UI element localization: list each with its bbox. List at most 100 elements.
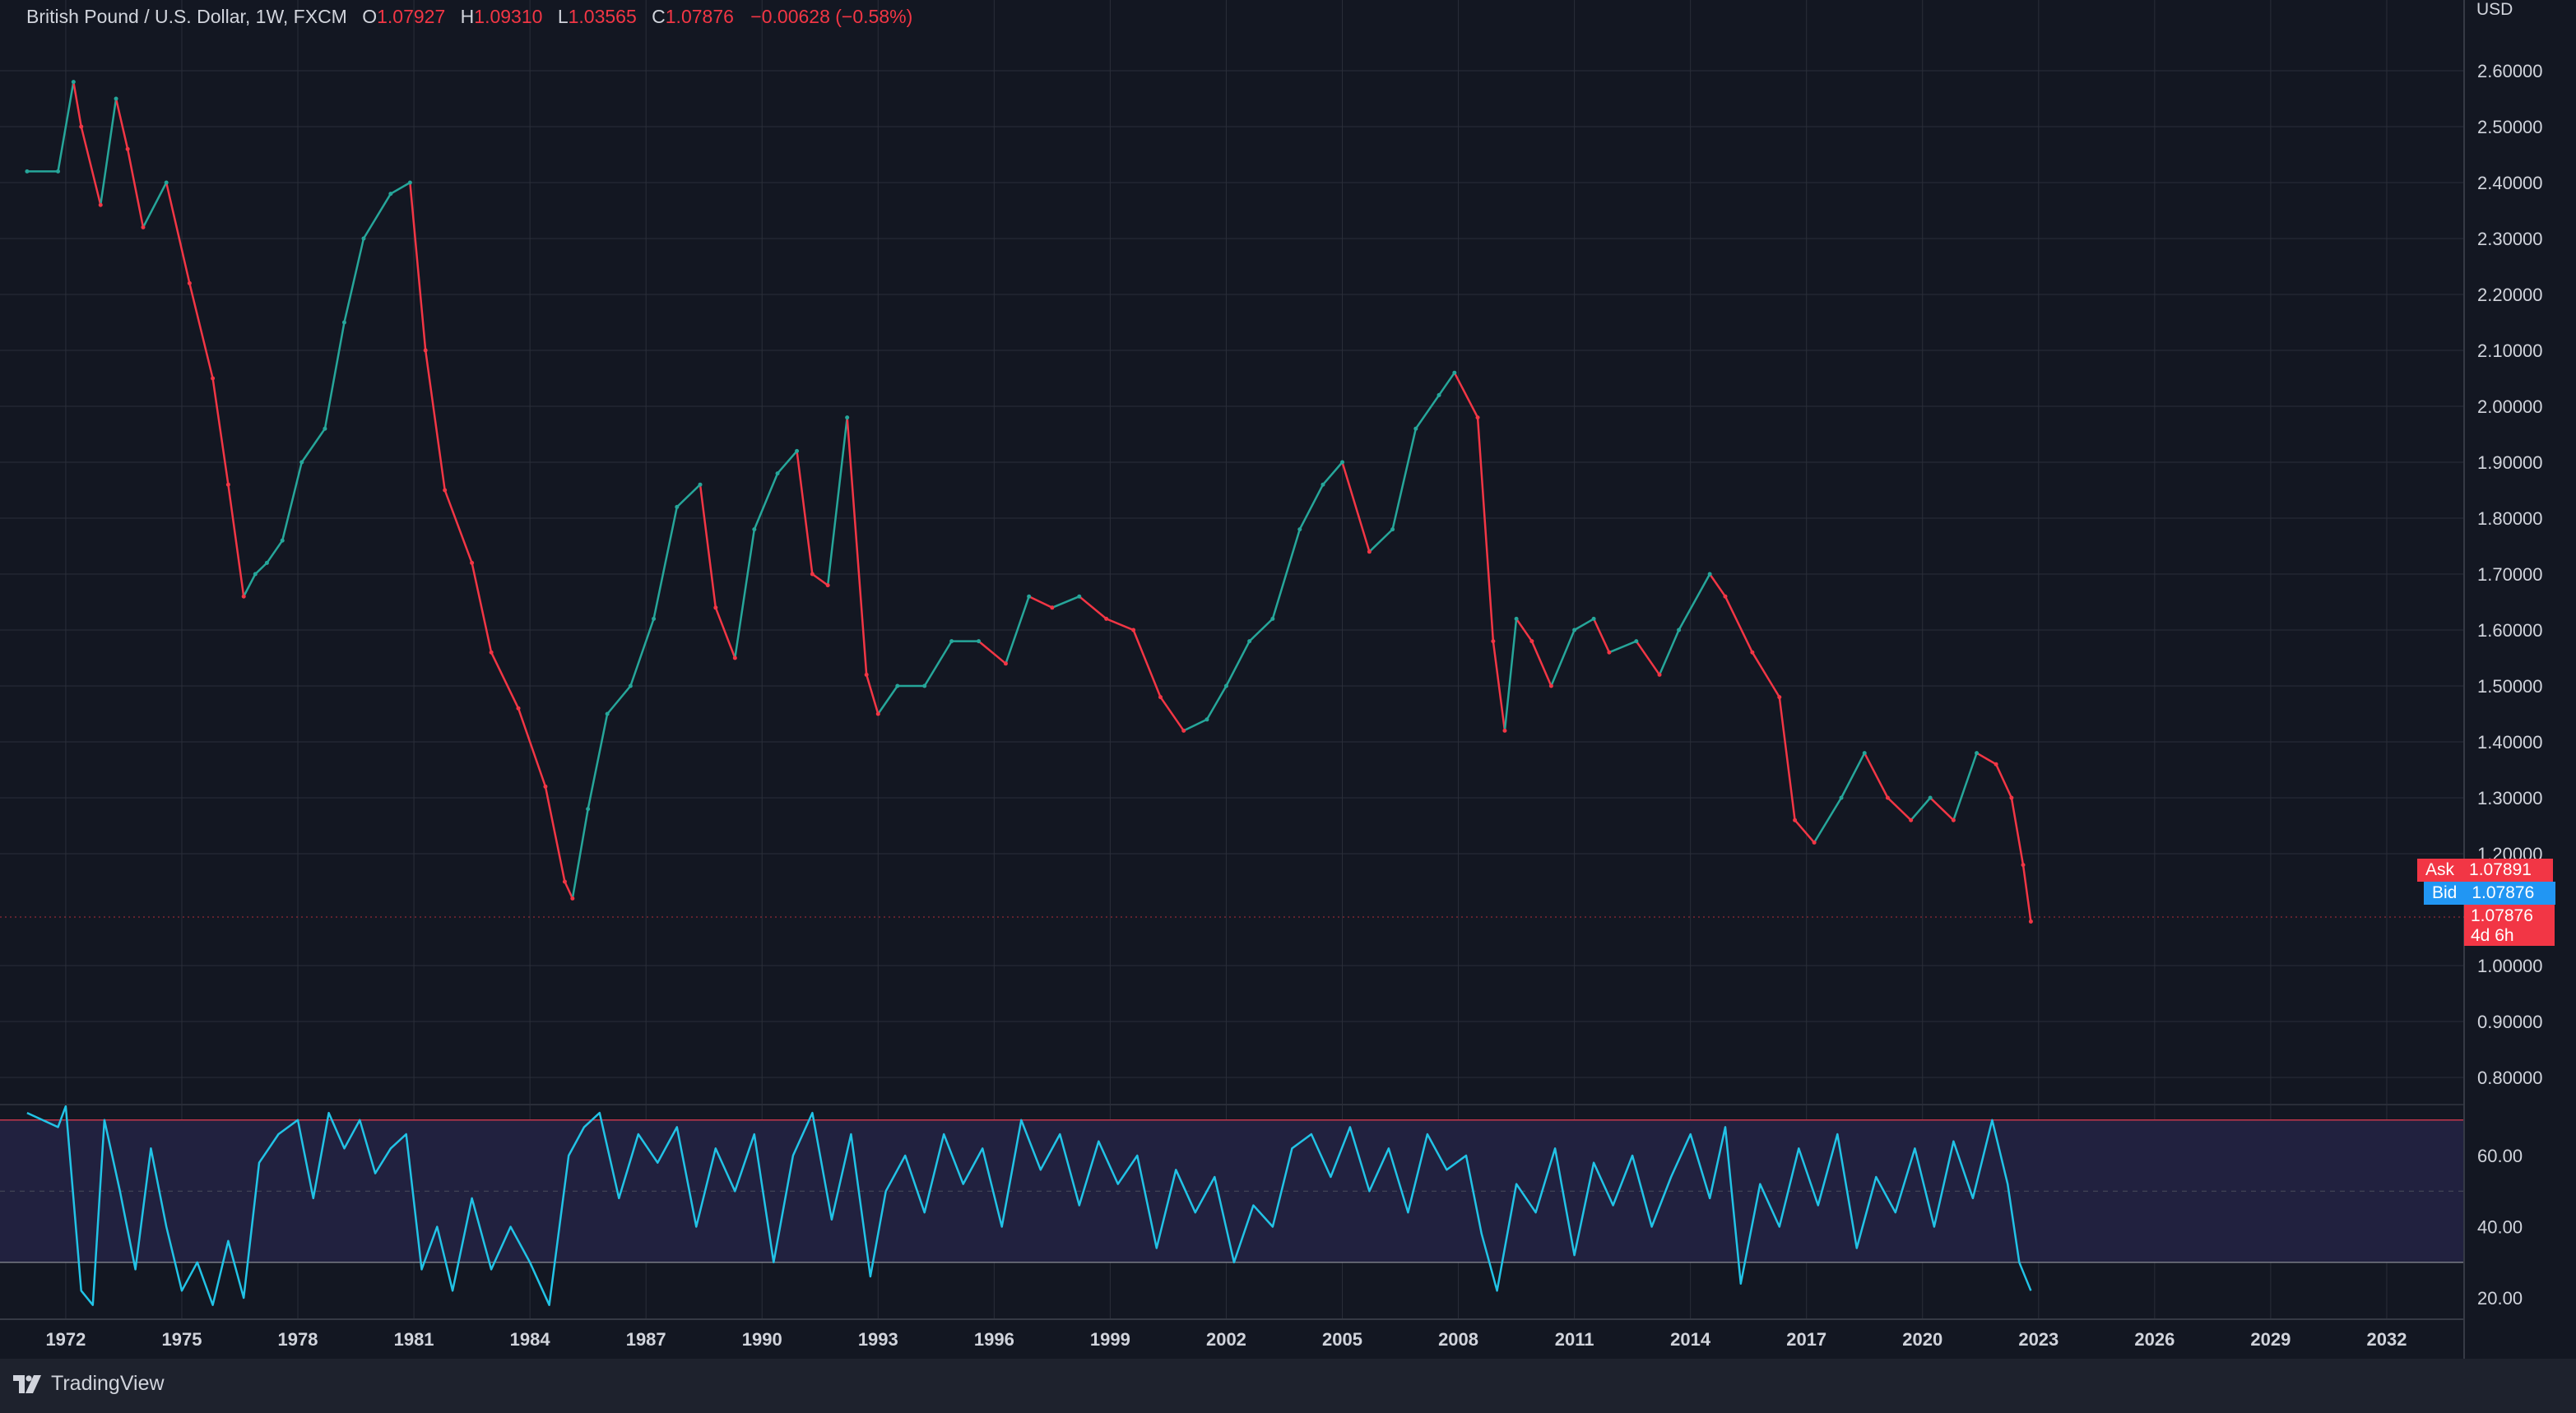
tradingview-logo-icon [13, 1374, 41, 1393]
price-tick-label: 1.30000 [2477, 788, 2543, 808]
price-point [1634, 639, 1639, 644]
price-segment [389, 181, 411, 195]
price-segment [1975, 752, 1998, 766]
last-price-value: 1.07876 [2471, 906, 2533, 925]
price-point [1223, 683, 1228, 688]
price-segment [753, 472, 779, 530]
price-segment [443, 489, 473, 564]
price-point [845, 415, 850, 420]
price-point [1862, 751, 1867, 756]
price-point [1591, 616, 1596, 621]
price-segment [1105, 618, 1135, 632]
price-segment [1225, 640, 1251, 688]
time-tick-label: 1993 [858, 1329, 898, 1350]
price-tick-label: 1.90000 [2477, 452, 2543, 473]
price-point [1077, 594, 1082, 599]
price-segment [811, 572, 829, 586]
price-segment [1658, 628, 1680, 676]
price-segment [1994, 762, 2013, 799]
time-tick-label: 2014 [1670, 1329, 1711, 1350]
price-point [1657, 672, 1662, 677]
price-point [1993, 762, 1998, 767]
price-axis-labels[interactable]: 2.60000 2.50000 2.40000 2.30000 2.20000 2.100… [2477, 61, 2543, 1088]
price-segment [1592, 618, 1611, 654]
price-segment [629, 618, 655, 688]
open-value: 1.07927 [377, 6, 446, 27]
price-series [25, 80, 2033, 924]
price-point [341, 320, 346, 325]
price-point [211, 376, 216, 381]
price-point [1885, 795, 1890, 800]
ask-tag: Ask 1.07891 [2417, 859, 2553, 882]
price-point [1793, 818, 1798, 822]
price-point [1548, 683, 1553, 688]
time-axis-labels[interactable]: 1972 1975 1978 1981 1984 1987 1990 1993 1996 1999… [45, 1329, 2407, 1350]
price-point [187, 280, 192, 285]
price-tick-label: 2.50000 [2477, 117, 2543, 137]
price-segment [1708, 572, 1727, 598]
tradingview-logo[interactable]: TradingView [13, 1372, 165, 1396]
price-segment [1205, 684, 1228, 721]
price-segment [142, 181, 168, 229]
symbol-title[interactable]: British Pound / U.S. Dollar, 1W, FXCM [26, 6, 347, 27]
price-segment [652, 506, 679, 620]
time-tick-label: 2032 [2366, 1329, 2407, 1350]
price-point [2028, 919, 2033, 924]
price-segment [266, 539, 284, 564]
price-segment [409, 181, 427, 352]
price-point [1452, 370, 1457, 375]
price-point [2009, 795, 2014, 800]
price-point [652, 616, 657, 621]
price-segment [699, 483, 717, 609]
price-point [225, 482, 230, 487]
price-point [1050, 605, 1055, 610]
price-segment [714, 606, 736, 660]
price-point [1390, 527, 1395, 532]
price-tick-label: 0.80000 [2477, 1068, 2543, 1088]
price-point [323, 426, 327, 431]
price-tick-label: 2.40000 [2477, 173, 2543, 193]
price-point [1677, 628, 1682, 632]
price-segment [1608, 640, 1638, 654]
price-point [562, 879, 567, 884]
price-point [1491, 639, 1496, 644]
price-segment [343, 237, 365, 324]
price-point [56, 169, 61, 174]
price-segment [227, 483, 245, 598]
price-point [489, 650, 494, 655]
high-label: H [460, 6, 475, 27]
rsi-axis-labels[interactable]: 60.00 40.00 20.00 [2477, 1146, 2523, 1309]
price-segment [1573, 618, 1595, 632]
price-point [1529, 639, 1534, 644]
price-segment [300, 427, 327, 464]
price-point [1104, 616, 1109, 621]
price-point [1909, 818, 1914, 822]
price-tick-label: 1.80000 [2477, 508, 2543, 529]
rsi-band [0, 1119, 2464, 1263]
price-point [1951, 818, 1956, 822]
price-point [1339, 460, 1344, 465]
price-segment [281, 461, 303, 542]
price-point [516, 706, 521, 711]
price-segment [72, 81, 82, 128]
price-point [1003, 661, 1008, 666]
time-tick-label: 2023 [2018, 1329, 2058, 1350]
price-segment [1298, 483, 1325, 530]
low-label: L [557, 6, 569, 27]
price-point [241, 594, 246, 599]
price-segment [1929, 796, 1955, 822]
price-segment [1751, 651, 1781, 698]
price-point [1297, 527, 1302, 532]
price-tick-label: 2.00000 [2477, 396, 2543, 417]
price-segment [1321, 461, 1344, 486]
time-tick-label: 2008 [1438, 1329, 1478, 1350]
price-point [1777, 695, 1782, 700]
close-label: C [652, 6, 666, 27]
price-segment [1159, 696, 1185, 732]
price-point [423, 348, 428, 353]
high-value: 1.09310 [474, 6, 543, 27]
price-tick-label: 2.10000 [2477, 341, 2543, 361]
price-segment [1051, 595, 1081, 609]
currency-label[interactable]: USD [2476, 0, 2513, 19]
